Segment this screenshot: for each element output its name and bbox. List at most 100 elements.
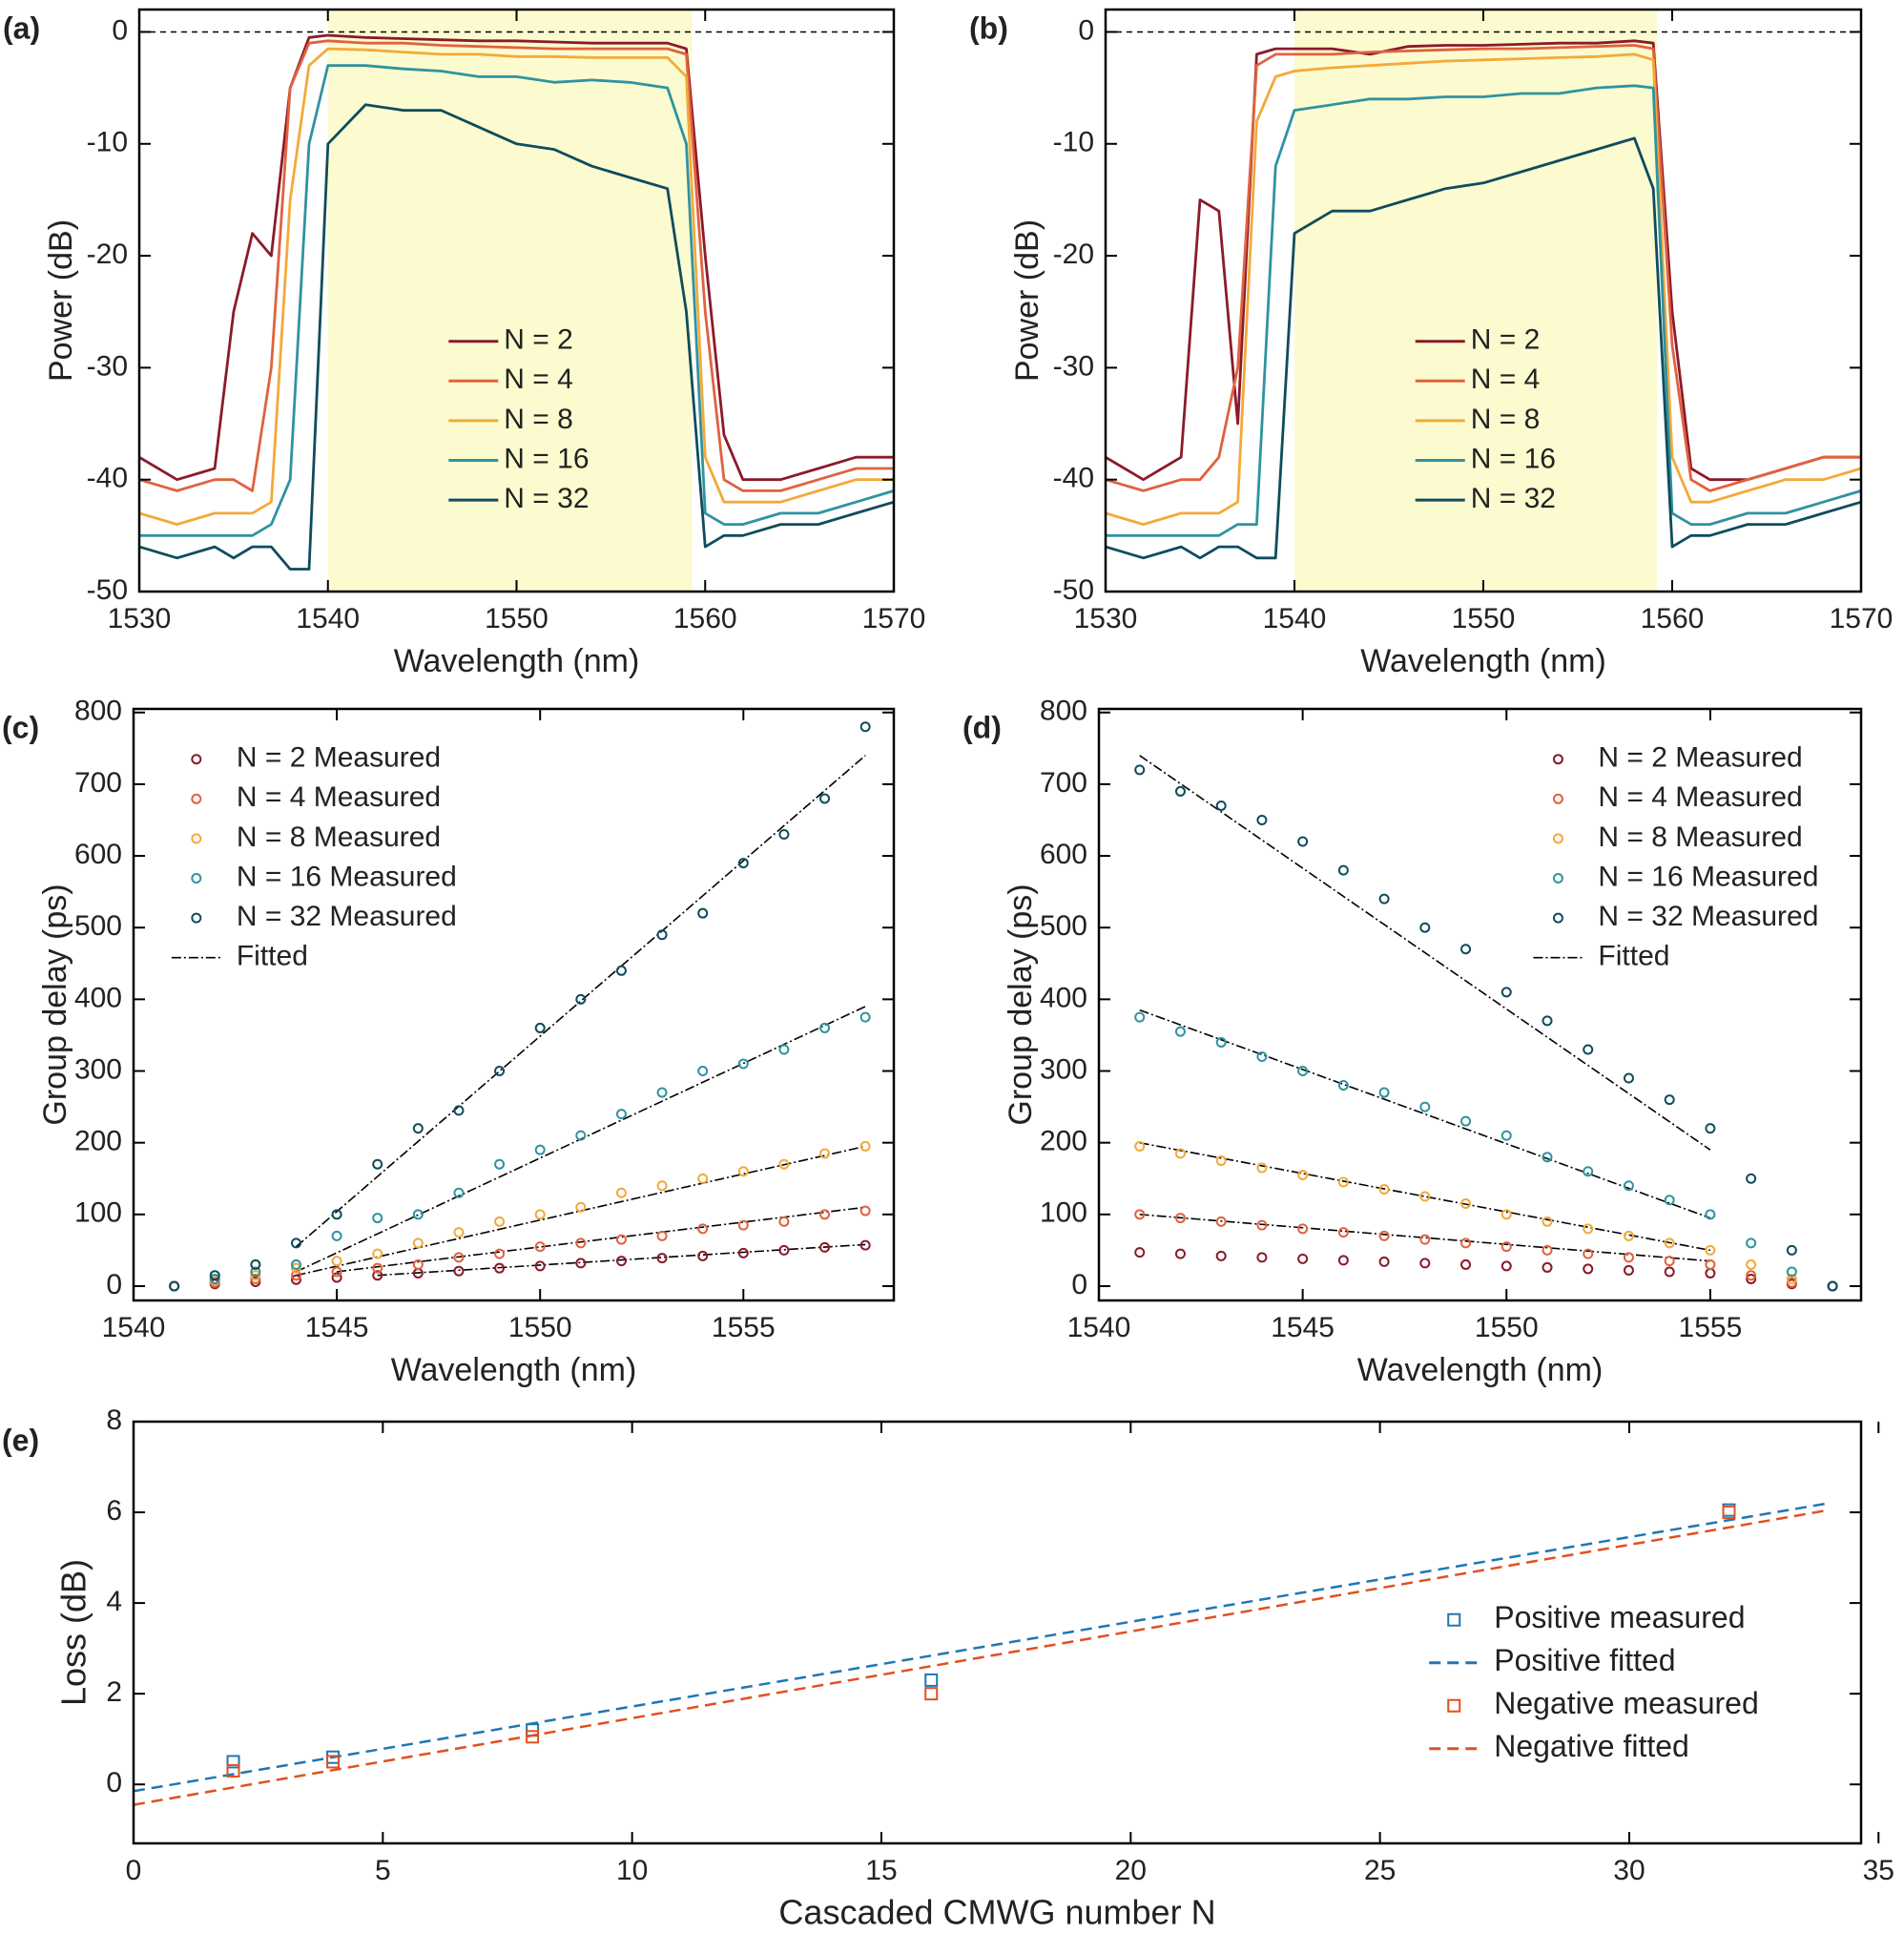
data-point (1664, 1266, 1675, 1278)
x-axis-label: Cascaded CMWG number N (778, 1893, 1215, 1932)
legend-swatch (1552, 833, 1563, 844)
data-point (1297, 1066, 1309, 1077)
y-axis-label: Group delay (ps) (37, 884, 73, 1125)
data-point (290, 1270, 301, 1281)
data-point (1623, 1180, 1634, 1192)
legend-label: N = 32 (1471, 483, 1556, 514)
data-point (1542, 1015, 1553, 1027)
fit-line (337, 1206, 866, 1273)
data-point (1623, 1252, 1634, 1263)
data-point (1297, 1223, 1309, 1235)
data-point (1460, 1198, 1472, 1210)
x-tick-label: 20 (1115, 1855, 1147, 1886)
data-point (1378, 893, 1390, 905)
data-point (1664, 1256, 1675, 1267)
legend-label: N = 8 (504, 404, 573, 435)
data-point (615, 1187, 627, 1198)
shaded-band (1294, 10, 1658, 592)
fit-line (295, 755, 866, 1248)
plot-area (169, 721, 871, 1292)
data-point (1297, 1253, 1309, 1264)
fit-line (377, 1243, 866, 1277)
data-point (737, 1219, 749, 1231)
data-point (1337, 1255, 1349, 1266)
data-point (924, 1687, 939, 1701)
x-tick-label: 1540 (102, 1312, 166, 1343)
x-tick-label: 1555 (712, 1312, 776, 1343)
data-point (819, 1209, 831, 1220)
data-point (412, 1258, 424, 1270)
panel-label: (d) (962, 710, 1002, 744)
data-point (1215, 1036, 1227, 1048)
data-point (1134, 1011, 1146, 1023)
data-point (1623, 1230, 1634, 1241)
y-tick-label: -30 (1053, 350, 1094, 382)
y-tick-label: -20 (1053, 239, 1094, 270)
data-point (1705, 1244, 1716, 1256)
x-tick-label: 25 (1364, 1855, 1396, 1886)
legend-label: N = 4 Measured (1598, 781, 1802, 813)
y-tick-label: -30 (87, 350, 128, 382)
y-tick-label: 200 (1040, 1126, 1087, 1157)
legend-label: N = 8 Measured (1598, 821, 1802, 853)
fit-line (1139, 1141, 1711, 1252)
legend-label: N = 32 Measured (237, 901, 457, 932)
fit-line (1139, 1009, 1711, 1219)
legend-swatch (1552, 912, 1563, 924)
x-axis-label: Wavelength (nm) (394, 643, 640, 679)
data-point (1256, 1050, 1268, 1062)
legend-label: Fitted (237, 941, 308, 972)
data-point (226, 1755, 240, 1769)
data-point (1722, 1506, 1736, 1520)
data-point (1419, 1258, 1431, 1269)
data-point (778, 829, 790, 841)
data-point (575, 1130, 587, 1141)
data-point (656, 1230, 668, 1241)
shaded-band (327, 10, 693, 592)
data-point (412, 1237, 424, 1249)
legend-swatch (191, 754, 202, 765)
y-tick-label: 600 (74, 839, 122, 870)
x-tick-label: 0 (126, 1855, 142, 1886)
data-point (250, 1258, 261, 1270)
y-axis-label: Loss (dB) (54, 1559, 93, 1706)
data-point (1786, 1277, 1797, 1288)
data-point (1215, 800, 1227, 811)
data-point (1174, 785, 1186, 797)
data-point (1705, 1123, 1716, 1134)
data-point (1378, 1087, 1390, 1098)
legend-label: N = 2 Measured (1598, 742, 1802, 774)
legend-label: Positive measured (1494, 1600, 1745, 1634)
data-point (656, 929, 668, 941)
data-point (697, 907, 709, 919)
y-tick-label: 0 (106, 1269, 122, 1300)
data-point (778, 1044, 790, 1055)
legend-label: N = 4 Measured (237, 781, 441, 813)
legend-swatch (1552, 873, 1563, 884)
data-point (1664, 1195, 1675, 1206)
y-tick-label: 6 (106, 1495, 122, 1527)
data-point (1256, 814, 1268, 825)
x-tick-label: 35 (1863, 1855, 1894, 1886)
x-axis-label: Wavelength (nm) (391, 1352, 637, 1388)
panel-label: (c) (2, 710, 39, 744)
data-point (1215, 1154, 1227, 1166)
y-tick-label: 800 (74, 696, 122, 727)
data-point (575, 1201, 587, 1213)
data-point (331, 1272, 342, 1283)
data-point (819, 1148, 831, 1159)
x-tick-label: 1560 (1641, 603, 1705, 634)
data-point (697, 1173, 709, 1184)
data-point (656, 1087, 668, 1098)
data-point (859, 1239, 871, 1251)
x-tick-label: 1550 (508, 1312, 572, 1343)
legend-label: Negative fitted (1494, 1729, 1689, 1763)
data-point (1500, 987, 1512, 998)
data-point (494, 1262, 506, 1274)
y-axis-label: Power (dB) (1009, 219, 1045, 382)
data-point (372, 1158, 383, 1170)
spectrum-line (1106, 52, 1861, 526)
data-point (1583, 1263, 1594, 1275)
data-point (1786, 1266, 1797, 1278)
data-point (737, 858, 749, 869)
